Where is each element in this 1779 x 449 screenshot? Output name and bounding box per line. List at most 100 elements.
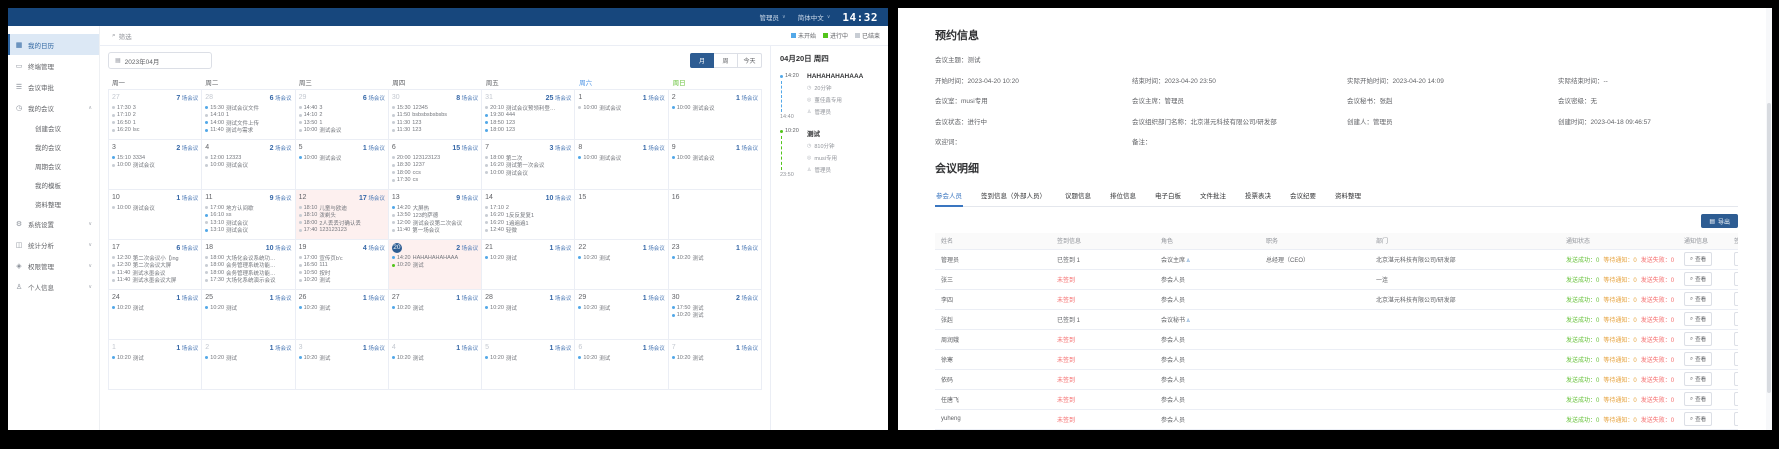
calendar-event[interactable]: 10:20 测试 (578, 354, 664, 362)
calendar-event[interactable]: 10:50 按时 (298, 269, 385, 277)
calendar-event[interactable]: 18:00 大场化会议系统功… (205, 254, 291, 262)
calendar-event[interactable]: 10:20 测试 (485, 354, 571, 362)
calendar-day-cell[interactable]: 5 1 场会议 10:20 测试 (482, 340, 576, 390)
calendar-day-cell[interactable]: 20 2 场会议 14:20 HAHAHAHAHAAA 10:20 测试 (388, 240, 483, 290)
calendar-event[interactable]: 17:30 3 (112, 104, 198, 112)
calendar-event[interactable]: 10:20 测试 (112, 304, 198, 312)
calendar-day-cell[interactable]: 28 1 场会议 10:20 测试 (482, 290, 576, 340)
calendar-day-cell[interactable]: 19 4 场会议 17:00 宣传页b'c 16:50 111 10:50 按时 10:20 测试 (295, 240, 389, 290)
calendar-event[interactable]: 10:20 测试 (298, 304, 385, 312)
calendar-day-cell[interactable]: 28 6 场会议 15:30 测试会议文件 14:10 1 14:00 测试文件上传 11:40… (202, 90, 296, 140)
tab-8[interactable]: 会议纪要 (1290, 193, 1316, 200)
calendar-event[interactable]: 11:40 测试水墨会议 (112, 269, 198, 277)
calendar-event[interactable]: 15:30 测试会议文件 (205, 104, 291, 112)
calendar-day-cell[interactable]: 2 1 场会议 10:20 测试 (202, 340, 296, 390)
view-button[interactable]: ⌕查看 (1684, 292, 1713, 306)
calendar-event[interactable]: 18:10 儿童与欧迪 (298, 204, 385, 212)
calendar-event[interactable]: 14:00 测试文件上传 (205, 119, 291, 127)
calendar-event[interactable]: 17:10 2 (485, 204, 571, 212)
calendar-event[interactable]: 16:20 1反反复复1 (485, 212, 571, 219)
calendar-day-cell[interactable]: 15 (575, 190, 669, 240)
calendar-day-cell[interactable]: 12 17 场会议 18:10 儿童与欧迪 18:10 泼剃头 18:00 2人丢丢讨确认丢 1… (295, 190, 389, 240)
calendar-event[interactable]: 10:00 测试会议 (298, 154, 385, 162)
calendar-event[interactable]: 19:30 444 (485, 112, 571, 120)
calendar-event[interactable]: 10:20 测试 (485, 304, 571, 312)
calendar-day-cell[interactable]: 27 1 场会议 10:20 测试 (388, 290, 483, 340)
export-button[interactable]: ▤ 导出 (1701, 214, 1738, 228)
calendar-event[interactable]: 18:00 123 (485, 127, 571, 135)
language-menu[interactable]: 简体中文 ∨ (798, 12, 831, 22)
calendar-day-cell[interactable]: 2 1 场会议 10:00 测试会议 (668, 90, 762, 140)
view-button[interactable]: ⌕查看 (1734, 352, 1738, 366)
sidebar-item-8[interactable]: ♙ 个人信息 ∨ (8, 276, 99, 297)
calendar-day-cell[interactable]: 30 2 场会议 17:50 测试 10:20 测试 (668, 290, 762, 340)
view-button[interactable]: ⌕查看 (1734, 292, 1738, 306)
calendar-day-cell[interactable]: 29 6 场会议 14:40 3 14:10 2 13:50 1 10:00 测试会议 (295, 90, 389, 140)
calendar-event[interactable]: 18:00 2人丢丢讨确认丢 (298, 219, 385, 227)
view-button[interactable]: ⌕查看 (1734, 412, 1738, 426)
sidebar-subitem-4-1[interactable]: 创建会议 (35, 125, 61, 133)
calendar-event[interactable]: 17:10 2 (112, 112, 198, 120)
view-button[interactable]: ⌕查看 (1684, 412, 1713, 426)
calendar-event[interactable]: 10:00 测试会议 (578, 154, 664, 162)
calendar-day-cell[interactable]: 7 3 场会议 18:00 第二次 16:20 测试第一次会议 10:00 测试会议 (482, 140, 576, 190)
calendar-event[interactable]: 12:00 测试会议第二次会议 (391, 219, 478, 227)
calendar-day-cell[interactable]: 4 1 场会议 10:20 测试 (388, 340, 483, 390)
sidebar-subitem-4-5[interactable]: 资料整理 (35, 201, 61, 209)
calendar-event[interactable]: 17:30 cs (391, 177, 478, 185)
calendar-day-cell[interactable]: 25 1 场会议 10:20 测试 (202, 290, 296, 340)
calendar-day-cell[interactable]: 7 1 场会议 10:20 测试 (668, 340, 762, 390)
calendar-event[interactable]: 10:00 测试会议 (112, 162, 198, 169)
calendar-event[interactable]: 13:10 测试会议 (205, 227, 291, 234)
calendar-event[interactable]: 17:30 大场化系统演示会议 (205, 277, 291, 284)
calendar-event[interactable]: 11:30 123 (391, 119, 478, 127)
calendar-event[interactable]: 15:10 3334 (112, 154, 198, 162)
calendar-event[interactable]: 20:10 测试会议预领利登… (485, 104, 571, 112)
calendar-day-cell[interactable]: 16 (668, 190, 762, 240)
calendar-event[interactable]: 13:50 123的萨德 (391, 212, 478, 219)
calendar-event[interactable]: 10:20 测试 (298, 277, 385, 284)
view-button[interactable]: ⌕查看 (1684, 332, 1713, 346)
view-button[interactable]: ⌕查看 (1734, 312, 1738, 326)
calendar-event[interactable]: 10:20 测试 (298, 354, 385, 362)
tab-9[interactable]: 资料整理 (1335, 193, 1361, 200)
view-button[interactable]: ⌕查看 (1684, 352, 1713, 366)
view-button-2[interactable]: 周 (714, 53, 738, 68)
calendar-event[interactable]: 16:20 1遍遍遍1 (485, 219, 571, 227)
calendar-event[interactable]: 14:20 HAHAHAHAHAAA (391, 254, 478, 262)
view-button[interactable]: ⌕查看 (1684, 272, 1713, 286)
timeline-event[interactable]: 14:20 14:40 HAHAHAHAHAAA ◷ 20分钟 ◎ 董佳鑫专用 ♙ 管理员 (780, 73, 883, 120)
calendar-day-cell[interactable]: 6 1 场会议 10:20 测试 (575, 340, 669, 390)
calendar-event[interactable]: 18:00 第二次 (485, 154, 571, 162)
calendar-event[interactable]: 12:40 轻微 (485, 227, 571, 234)
view-button[interactable]: ⌕查看 (1734, 332, 1738, 346)
calendar-event[interactable]: 12:30 第二次会议小【ing (112, 254, 198, 262)
calendar-event[interactable]: 10:00 测试会议 (298, 127, 385, 134)
calendar-day-cell[interactable]: 24 1 场会议 10:20 测试 (109, 290, 203, 340)
calendar-event[interactable]: 11:40 测试水墨会议大屏 (112, 277, 198, 284)
calendar-event[interactable]: 16:20 测试第一次会议 (485, 162, 571, 169)
tab-3[interactable]: 议题信息 (1065, 193, 1091, 200)
calendar-day-cell[interactable]: 6 15 场会议 20:00 123123123 18:30 1237 18:00 ccs 17… (388, 140, 483, 190)
calendar-event[interactable]: 14:20 大屏热 (391, 204, 478, 212)
calendar-day-cell[interactable]: 4 2 场会议 12:00 12323 10:00 测试会议 (202, 140, 296, 190)
calendar-event[interactable]: 14:10 1 (205, 112, 291, 120)
calendar-day-cell[interactable]: 22 1 场会议 10:20 测试 (575, 240, 669, 290)
calendar-day-cell[interactable]: 31 25 场会议 20:10 测试会议预领利登… 19:30 444 18:50 123 18… (482, 90, 576, 140)
calendar-event[interactable]: 10:00 测试会议 (112, 204, 198, 212)
sidebar-item-1[interactable]: ▦ 我的日历 (8, 34, 99, 55)
calendar-event[interactable]: 11:40 测试与需求 (205, 127, 291, 134)
calendar-day-cell[interactable]: 3 1 场会议 10:20 测试 (295, 340, 389, 390)
calendar-day-cell[interactable]: 21 1 场会议 10:20 测试 (482, 240, 576, 290)
view-button[interactable]: ⌕查看 (1684, 252, 1713, 266)
calendar-event[interactable]: 11:30 123 (391, 127, 478, 135)
calendar-event[interactable]: 10:20 测试 (485, 254, 571, 262)
calendar-event[interactable]: 18:00 ccs (391, 169, 478, 177)
calendar-event[interactable]: 17:50 测试 (671, 304, 758, 312)
sidebar-item-5[interactable]: ⚙ 系统设置 ∨ (8, 213, 99, 234)
calendar-day-cell[interactable]: 8 1 场会议 10:00 测试会议 (575, 140, 669, 190)
calendar-event[interactable]: 10:00 测试会议 (485, 169, 571, 177)
view-button[interactable]: ⌕查看 (1734, 372, 1738, 386)
